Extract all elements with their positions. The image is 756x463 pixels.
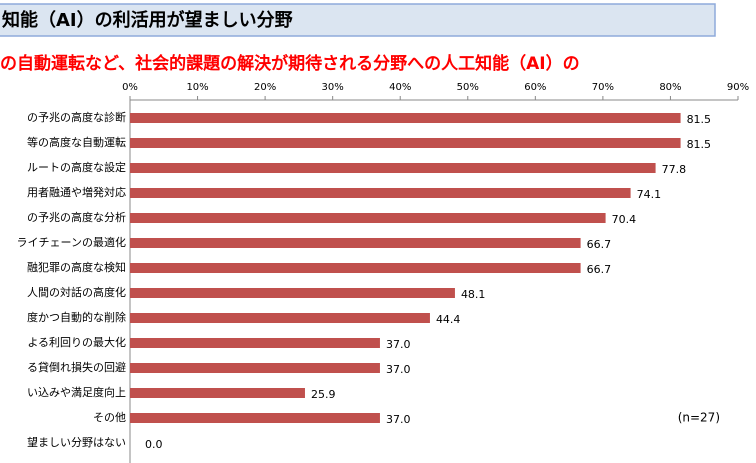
value-label: 48.1 [461,288,486,301]
x-tick-label: 60% [524,82,546,93]
x-tick-label: 10% [186,82,208,93]
bar [130,113,681,123]
x-tick-label: 40% [389,82,411,93]
value-label: 74.1 [637,188,662,201]
bar [130,338,380,348]
value-label: 77.8 [662,163,687,176]
category-label: 融犯罪の高度な検知 [27,260,126,274]
x-tick-label: 30% [322,82,344,93]
bar [130,163,656,173]
value-label: 81.5 [687,138,712,151]
category-label: その他 [93,411,126,424]
category-label: よる利回りの最大化 [27,335,126,349]
chart-subtitle: の自動運転など、社会的課題の解決が期待される分野への人工知能（AI）の [0,53,580,74]
category-label: の予兆の高度な分析 [27,210,126,224]
bar [130,188,631,198]
x-tick-label: 20% [254,82,276,93]
bar [130,363,380,373]
value-label: 25.9 [311,388,336,401]
value-label: 66.7 [587,263,612,276]
title-box [0,3,716,37]
category-label: 人間の対話の高度化 [27,285,126,299]
bar [130,388,305,398]
x-tick-label: 50% [457,82,479,93]
x-tick-label: 90% [727,82,749,93]
x-tick-label: 0% [122,82,138,93]
x-tick-label: 80% [659,82,681,93]
category-label: る貸倒れ損失の回避 [27,360,126,374]
category-label: ルートの高度な設定 [27,160,126,174]
category-label: の予兆の高度な診断 [27,110,126,124]
bar [130,288,455,298]
bar [130,263,581,273]
value-label: 37.0 [386,413,411,426]
x-tick-label: 70% [592,82,614,93]
value-label: 66.7 [587,238,612,251]
annotation: (n=27) [678,411,720,425]
category-label: 度かつ自動的な削除 [27,310,126,324]
value-label: 37.0 [386,363,411,376]
chart-title: 知能（AI）の利活用が望ましい分野 [2,9,293,31]
value-label: 37.0 [386,338,411,351]
value-label: 70.4 [612,213,637,226]
bar [130,238,581,248]
category-label: 等の高度な自動運転 [27,135,126,149]
value-label: 0.0 [145,438,163,451]
value-label: 81.5 [687,113,712,126]
category-label: 望ましい分野はない [27,436,126,449]
category-label: い込みや満足度向上 [27,385,126,399]
category-label: 用者融通や増発対応 [27,185,126,199]
bar [130,138,681,148]
bar [130,213,606,223]
category-label: ライチェーンの最適化 [17,235,126,249]
bar [130,313,430,323]
bar [130,413,380,423]
value-label: 44.4 [436,313,461,326]
